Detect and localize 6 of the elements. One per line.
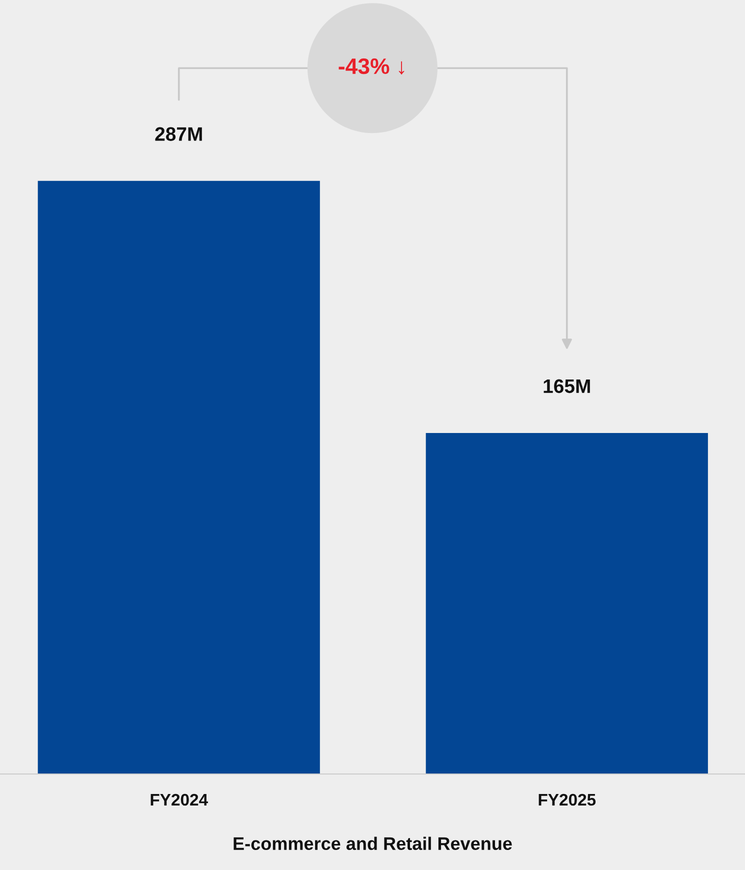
x-tick-label: FY2025 xyxy=(538,794,596,806)
text: -43% ↓ xyxy=(338,58,404,75)
x-axis-title: E-commerce and Retail Revenue xyxy=(234,836,512,850)
data-label: 287M xyxy=(155,127,202,141)
x-tick-label: FY2024 xyxy=(150,794,208,806)
data-label: 165M xyxy=(544,379,590,394)
